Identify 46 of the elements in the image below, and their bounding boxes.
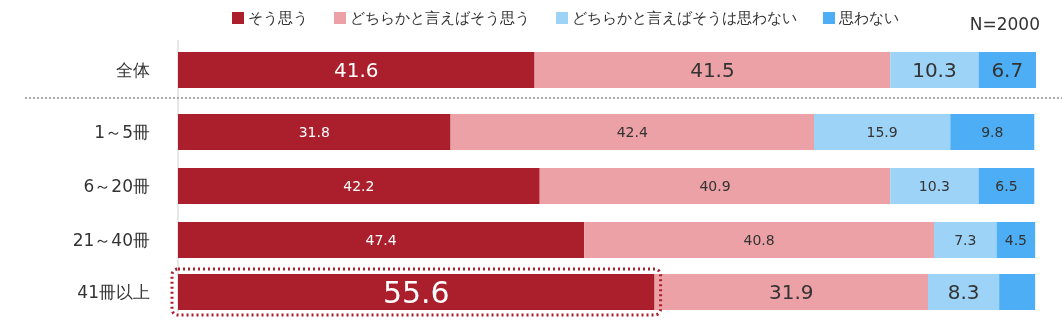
- data-label: 31.9: [769, 280, 814, 305]
- bar: [654, 274, 928, 310]
- data-label: 42.2: [343, 178, 375, 195]
- data-label: 31.8: [298, 124, 330, 141]
- data-label: 8.3: [947, 280, 980, 305]
- bar: [178, 222, 585, 258]
- bar: [178, 114, 451, 150]
- data-label: 6.5: [995, 178, 1018, 195]
- legend-item: 思わない: [823, 9, 899, 27]
- y-tick-label: 全体: [116, 60, 150, 80]
- data-label: 47.4: [365, 232, 397, 249]
- legend-item: どちらかと言えばそう思う: [334, 9, 530, 27]
- data-label: 4.5: [1004, 232, 1027, 249]
- data-label: 9.8: [981, 124, 1004, 141]
- data-label: 10.3: [918, 178, 951, 195]
- y-tick-label: 41冊以上: [77, 282, 150, 302]
- bar: [978, 168, 1035, 204]
- data-label: 6.7: [991, 58, 1024, 83]
- data-label: 40.9: [699, 178, 731, 195]
- bar: [450, 114, 814, 150]
- bar: [890, 168, 979, 204]
- data-label: 15.9: [866, 124, 898, 141]
- bar: [814, 114, 951, 150]
- y-tick-label: 1～5冊: [94, 122, 150, 142]
- bar: [999, 274, 1036, 310]
- bar: [539, 168, 891, 204]
- data-label: 41.5: [690, 58, 735, 83]
- legend-item: そう思う: [232, 9, 308, 27]
- legend-label: 思わない: [838, 9, 899, 27]
- y-tick-label: 21～40冊: [72, 230, 150, 250]
- data-label: 55.6: [382, 274, 450, 310]
- bar: [934, 222, 997, 258]
- data-label: 42.4: [616, 124, 648, 141]
- data-label: 40.8: [743, 232, 775, 249]
- legend-item: どちらかと言えばそうは思わない: [556, 9, 797, 27]
- bar: [996, 222, 1036, 258]
- data-label: 41.6: [334, 58, 379, 83]
- bar: [928, 274, 1000, 310]
- data-label: 10.3: [912, 58, 957, 83]
- y-tick-label: 6～20冊: [83, 176, 150, 196]
- bar: [584, 222, 934, 258]
- legend-label: そう思う: [248, 9, 308, 27]
- data-label: 7.3: [954, 232, 977, 249]
- text: N=2000: [969, 14, 1040, 34]
- bar: [950, 114, 1035, 150]
- bar: [178, 168, 540, 204]
